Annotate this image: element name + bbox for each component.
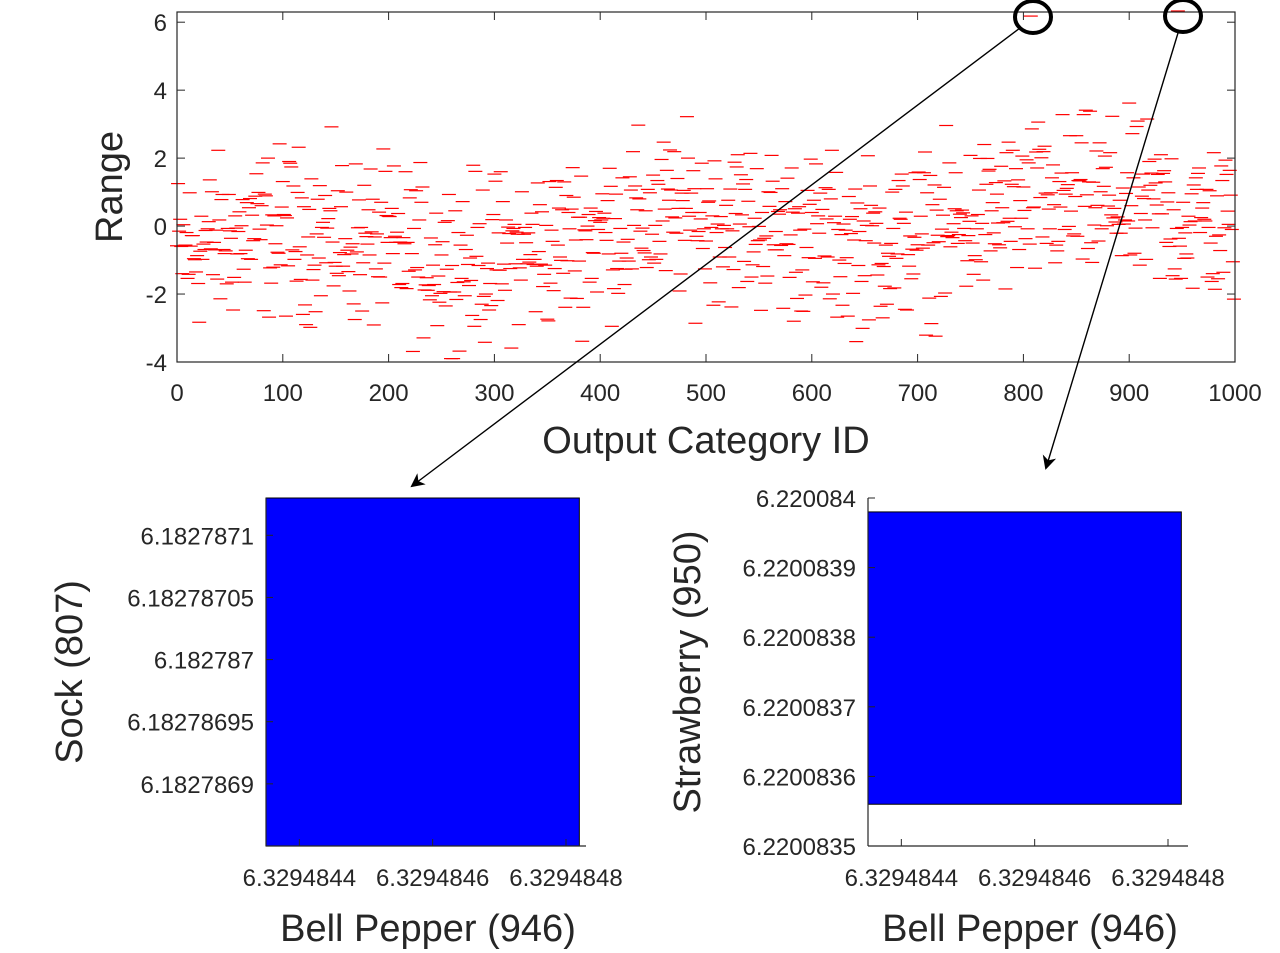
strawberry-vs-bell-pepper-chart: 6.3294844 6.3294846 6.3294848 6.22008356.2…: [667, 486, 1225, 950]
strawberry-chart-y-tick-label: 6.2200836: [743, 764, 856, 791]
strawberry-chart-x-label: Bell Pepper (946): [882, 908, 1178, 950]
strawberry-chart-y-ticks: 6.2200835 6.2200836 6.2200837 6.2200838 6.22…: [743, 486, 875, 861]
highlight-circle-strawberry: [1163, 0, 1203, 34]
highlight-circle-sock: [1013, 0, 1053, 35]
sock-chart-x-tick-label: 6.3294848: [509, 865, 622, 892]
range-chart-frame: [176, 11, 1236, 363]
strawberry-chart-y-tick-label: 6.2200838: [743, 625, 856, 652]
strawberry-bell-pepper-region: [867, 511, 1182, 805]
sock-chart-y-label: Sock (807): [49, 580, 91, 764]
range-dash-series: [170, 10, 1241, 360]
strawberry-chart-y-tick-label: 6.2200837: [743, 695, 856, 722]
x-tick-label: 300: [474, 380, 514, 407]
x-tick-label: 200: [369, 380, 409, 407]
strawberry-chart-x-tick-label: 6.3294846: [978, 865, 1091, 892]
x-tick-label: 800: [1003, 380, 1043, 407]
sock-chart-y-tick-label: 6.18278695: [127, 710, 254, 737]
sock-chart-x-tick-label: 6.3294846: [376, 865, 489, 892]
x-tick-label: 1000: [1208, 380, 1261, 407]
strawberry-chart-y-tick-label: 6.220084: [756, 486, 856, 513]
x-tick-label: 0: [170, 380, 183, 407]
range-chart-y-ticks: -4 -2 0 2 4 6: [146, 10, 1235, 377]
range-chart-x-ticks: 0 100 200 300 400 500 600 700 800 900 1000: [170, 12, 1262, 407]
x-tick-label: 900: [1109, 380, 1149, 407]
sock-chart-y-tick-label: 6.182787: [154, 648, 254, 675]
range-chart-x-label: Output Category ID: [542, 420, 869, 462]
x-tick-label: 600: [792, 380, 832, 407]
y-tick-label: 2: [154, 146, 167, 173]
strawberry-chart-x-tick-label: 6.3294844: [845, 865, 958, 892]
sock-chart-x-ticks: 6.3294844 6.3294846 6.3294848: [243, 839, 623, 892]
sock-chart-y-tick-label: 6.18278705: [127, 585, 254, 612]
y-tick-label: 6: [154, 10, 167, 37]
y-tick-label: -4: [146, 350, 167, 377]
x-tick-label: 400: [580, 380, 620, 407]
strawberry-chart-x-ticks: 6.3294844 6.3294846 6.3294848: [845, 839, 1225, 892]
strawberry-chart-x-tick-label: 6.3294848: [1111, 865, 1224, 892]
range-chart: 0 100 200 300 400 500 600 700 800 900 1000 -4 -2 0 2 4…: [89, 10, 1262, 462]
sock-chart-y-tick-label: 6.1827871: [141, 523, 254, 550]
y-tick-label: 4: [154, 78, 167, 105]
sock-vs-bell-pepper-chart: 6.3294844 6.3294846 6.3294848 6.18278696.1…: [49, 497, 623, 950]
sock-bell-pepper-region: [265, 497, 580, 847]
sock-chart-y-ticks: 6.1827869 6.18278695 6.182787 6.18278705 6.1…: [127, 523, 273, 799]
strawberry-chart-y-tick-label: 6.2200839: [743, 556, 856, 583]
strawberry-chart-y-tick-label: 6.2200835: [743, 834, 856, 861]
y-tick-label: 0: [154, 214, 167, 241]
range-chart-y-label: Range: [89, 131, 131, 243]
zoom-arrow-sock: [410, 27, 1021, 488]
x-tick-label: 100: [263, 380, 303, 407]
zoom-arrow-strawberry: [1042, 32, 1179, 470]
x-tick-label: 700: [898, 380, 938, 407]
x-tick-label: 500: [686, 380, 726, 407]
sock-chart-y-tick-label: 6.1827869: [141, 772, 254, 799]
sock-chart-x-tick-label: 6.3294844: [243, 865, 356, 892]
sock-chart-x-label: Bell Pepper (946): [280, 908, 576, 950]
strawberry-chart-y-label: Strawberry (950): [667, 531, 709, 814]
y-tick-label: -2: [146, 282, 167, 309]
